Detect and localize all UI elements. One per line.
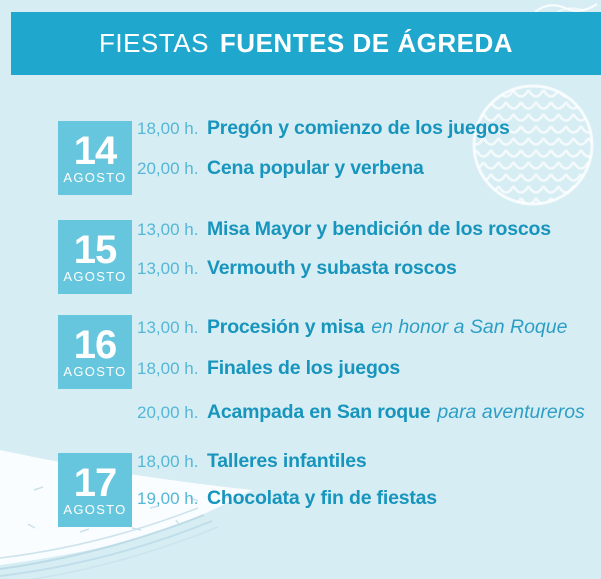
date-month-label: AGOSTO bbox=[63, 169, 127, 185]
event-time: 18,00 h. bbox=[137, 452, 199, 471]
poster-title-prefix: FIESTAS bbox=[98, 28, 209, 58]
event-time: 19,00 h. bbox=[137, 489, 199, 508]
event-row: 18,00 h. Finales de los juegos bbox=[137, 355, 400, 382]
event-row: 19,00 h. Chocolata y fin de fiestas bbox=[137, 485, 437, 512]
event-time: 18,00 h. bbox=[137, 359, 199, 378]
date-day-number: 14 bbox=[73, 128, 117, 173]
event-title: Chocolata y fin de fiestas bbox=[207, 487, 437, 509]
event-time: 20,00 h. bbox=[137, 159, 199, 178]
event-row: 13,00 h. Vermouth y subasta roscos bbox=[137, 255, 457, 282]
date-month-label: AGOSTO bbox=[63, 501, 127, 517]
event-time: 13,00 h. bbox=[137, 259, 199, 278]
event-row: 20,00 h. Cena popular y verbena bbox=[137, 155, 424, 182]
event-title: Misa Mayor y bendición de los roscos bbox=[207, 218, 551, 240]
date-day-number: 17 bbox=[73, 460, 117, 505]
event-note: para aventureros bbox=[437, 401, 585, 423]
event-time: 20,00 h. bbox=[137, 403, 199, 422]
event-row: 18,00 h. Talleres infantiles bbox=[137, 448, 367, 475]
event-time: 18,00 h. bbox=[137, 119, 199, 138]
event-time: 13,00 h. bbox=[137, 318, 199, 337]
date-day-number: 16 bbox=[73, 322, 117, 367]
event-row: 13,00 h. Misa Mayor y bendición de los r… bbox=[137, 216, 551, 243]
event-title: Acampada en San roque bbox=[207, 401, 431, 423]
event-row: 20,00 h. Acampada en San roque para aven… bbox=[137, 399, 585, 426]
event-title: Finales de los juegos bbox=[207, 357, 401, 379]
date-badge-17-agosto: 17 AGOSTO bbox=[58, 453, 132, 527]
date-day-number: 15 bbox=[73, 227, 117, 272]
event-title: Pregón y comienzo de los juegos bbox=[207, 117, 510, 139]
date-badge-16-agosto: 16 AGOSTO bbox=[58, 315, 132, 389]
yarn-ball-doodle-icon bbox=[472, 84, 594, 206]
poster-title-banner: FIESTAS FUENTES DE ÁGREDA bbox=[11, 12, 601, 75]
date-month-label: AGOSTO bbox=[63, 268, 127, 284]
event-note: en honor a San Roque bbox=[371, 316, 568, 338]
event-row: 18,00 h. Pregón y comienzo de los juegos bbox=[137, 115, 510, 142]
event-title: Vermouth y subasta roscos bbox=[207, 257, 457, 279]
date-badge-14-agosto: 14 AGOSTO bbox=[58, 121, 132, 195]
event-title: Cena popular y verbena bbox=[207, 157, 424, 179]
event-title: Procesión y misa bbox=[207, 316, 365, 338]
event-row: 13,00 h. Procesión y misa en honor a San… bbox=[137, 314, 567, 341]
date-badge-15-agosto: 15 AGOSTO bbox=[58, 220, 132, 294]
poster-title-main: FUENTES DE ÁGREDA bbox=[219, 28, 513, 58]
date-month-label: AGOSTO bbox=[63, 363, 127, 379]
event-time: 13,00 h. bbox=[137, 220, 199, 239]
event-title: Talleres infantiles bbox=[207, 450, 367, 472]
